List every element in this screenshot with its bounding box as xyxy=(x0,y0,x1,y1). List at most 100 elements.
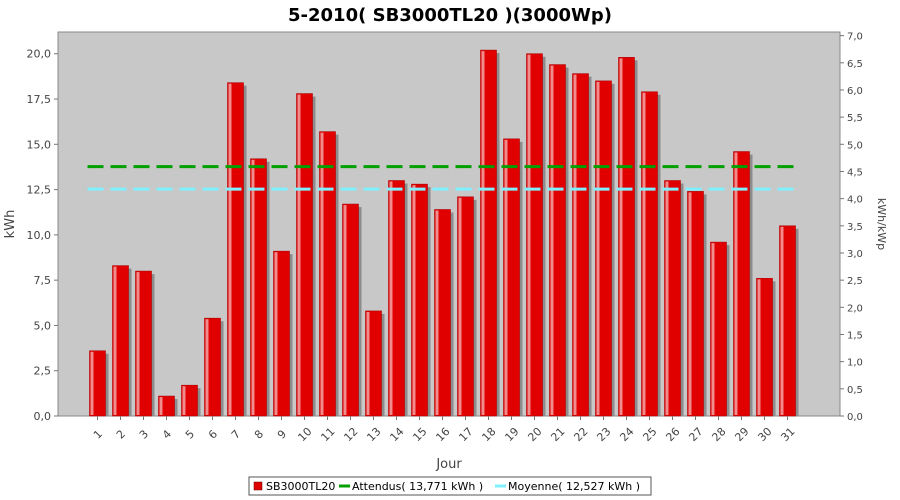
bar-highlight xyxy=(343,205,347,415)
y2-tick-label: 4,5 xyxy=(847,167,863,178)
y-tick-label: 12,5 xyxy=(27,184,52,197)
x-tick-label: 20 xyxy=(525,425,544,444)
bar-highlight xyxy=(527,54,531,416)
bar-highlight xyxy=(642,92,646,415)
bar-highlight xyxy=(481,51,485,415)
x-tick-label: 8 xyxy=(252,427,266,441)
y-axis-label: kWh xyxy=(3,210,18,239)
x-tick-label: 2 xyxy=(114,427,128,441)
bars-group xyxy=(89,49,799,417)
y2-axis-label: kWh/kWp xyxy=(875,198,888,250)
y-tick-label: 5,0 xyxy=(34,319,52,332)
x-tick-label: 18 xyxy=(479,425,498,444)
y2-tick-label: 0,0 xyxy=(847,412,863,423)
x-tick-label: 7 xyxy=(229,427,243,441)
bar-highlight xyxy=(504,139,508,415)
y-tick-label: 17,5 xyxy=(27,93,52,106)
bar-highlight xyxy=(619,58,623,415)
x-tick-label: 26 xyxy=(663,425,682,444)
y2-tick-label: 2,0 xyxy=(847,303,863,314)
x-tick-label: 22 xyxy=(571,425,590,444)
y2-tick-label: 4,0 xyxy=(847,195,863,206)
bar-highlight xyxy=(780,226,784,415)
bar-highlight xyxy=(274,252,278,415)
bar-highlight xyxy=(550,65,554,416)
bar-highlight xyxy=(297,94,301,416)
x-tick-label: 1 xyxy=(91,427,105,441)
y2-tick-label: 7,0 xyxy=(847,32,863,43)
y2-tick-label: 3,5 xyxy=(847,222,863,233)
legend-swatch xyxy=(253,481,263,491)
x-tick-label: 28 xyxy=(709,425,728,444)
bar-highlight xyxy=(412,185,416,415)
x-tick-label: 12 xyxy=(341,425,360,444)
x-tick-label: 9 xyxy=(275,427,289,441)
bar-highlight xyxy=(159,397,163,415)
legend-label: Moyenne( 12,527 kWh ) xyxy=(508,480,640,493)
reference-lines xyxy=(87,165,798,191)
bar-highlight xyxy=(573,74,577,416)
bar-highlight xyxy=(458,197,462,415)
chart-title: 5-2010( SB3000TL20 )(3000Wp) xyxy=(288,5,612,26)
legend-box xyxy=(248,476,652,496)
legend-label: Attendus( 13,771 kWh ) xyxy=(352,480,483,493)
bar-highlight xyxy=(389,181,393,415)
y2-tick-label: 1,5 xyxy=(847,330,863,341)
bar-highlight xyxy=(182,386,186,415)
x-tick-label: 15 xyxy=(410,425,429,444)
bar-highlight xyxy=(711,243,715,415)
x-tick-label: 10 xyxy=(295,425,314,444)
x-tick-label: 17 xyxy=(456,425,475,444)
bar-highlight xyxy=(435,210,439,415)
x-tick-label: 16 xyxy=(433,425,452,444)
legend-label: SB3000TL20 xyxy=(266,480,335,493)
y2-tick-label: 5,5 xyxy=(847,113,863,124)
x-tick-label: 3 xyxy=(137,427,151,441)
bar-highlight xyxy=(228,83,232,415)
x-tick-label: 13 xyxy=(364,425,383,444)
bar-highlight xyxy=(205,319,209,415)
y-tick-label: 15,0 xyxy=(27,138,52,151)
bar-highlight xyxy=(665,181,669,415)
y-tick-label: 20,0 xyxy=(27,48,52,61)
x-tick-label: 5 xyxy=(183,427,197,441)
x-tick-label: 29 xyxy=(732,425,751,444)
x-tick-label: 30 xyxy=(755,425,774,444)
x-tick-label: 31 xyxy=(778,425,797,444)
bar-highlight xyxy=(757,279,761,415)
x-tick-label: 11 xyxy=(318,425,337,444)
x-tick-label: 23 xyxy=(594,425,613,444)
bar-highlight xyxy=(113,266,117,415)
y2-tick-label: 3,0 xyxy=(847,249,863,260)
bar-highlight xyxy=(688,192,692,415)
x-tick-label: 14 xyxy=(387,425,406,444)
bar-highlight xyxy=(734,152,738,415)
x-tick-label: 6 xyxy=(206,427,220,441)
legend: SB3000TL20 Attendus( 13,771 kWh ) Moyenne(… xyxy=(248,476,652,496)
bar-highlight xyxy=(90,351,94,415)
x-axis-label: Jour xyxy=(435,457,462,472)
x-tick-label: 4 xyxy=(160,427,174,441)
bar-highlight xyxy=(366,311,370,415)
y2-tick-label: 1,0 xyxy=(847,358,863,369)
y-tick-label: 7,5 xyxy=(34,274,52,287)
x-tick-label: 24 xyxy=(617,425,636,444)
x-tick-label: 25 xyxy=(640,425,659,444)
y-tick-label: 0,0 xyxy=(34,410,52,423)
bar-highlight xyxy=(251,159,255,415)
bar-highlight xyxy=(136,272,140,415)
x-tick-label: 21 xyxy=(548,425,567,444)
y2-tick-label: 2,5 xyxy=(847,276,863,287)
x-tick-label: 27 xyxy=(686,425,705,444)
y2-tick-label: 0,5 xyxy=(847,385,863,396)
bar-highlight xyxy=(320,132,324,416)
y2-tick-label: 6,0 xyxy=(847,86,863,97)
x-tick-label: 19 xyxy=(502,425,521,444)
y2-tick-label: 6,5 xyxy=(847,59,863,70)
y-tick-label: 2,5 xyxy=(34,365,52,378)
y2-tick-label: 5,0 xyxy=(847,140,863,151)
y-tick-label: 10,0 xyxy=(27,229,52,242)
bar-highlight xyxy=(596,81,600,415)
